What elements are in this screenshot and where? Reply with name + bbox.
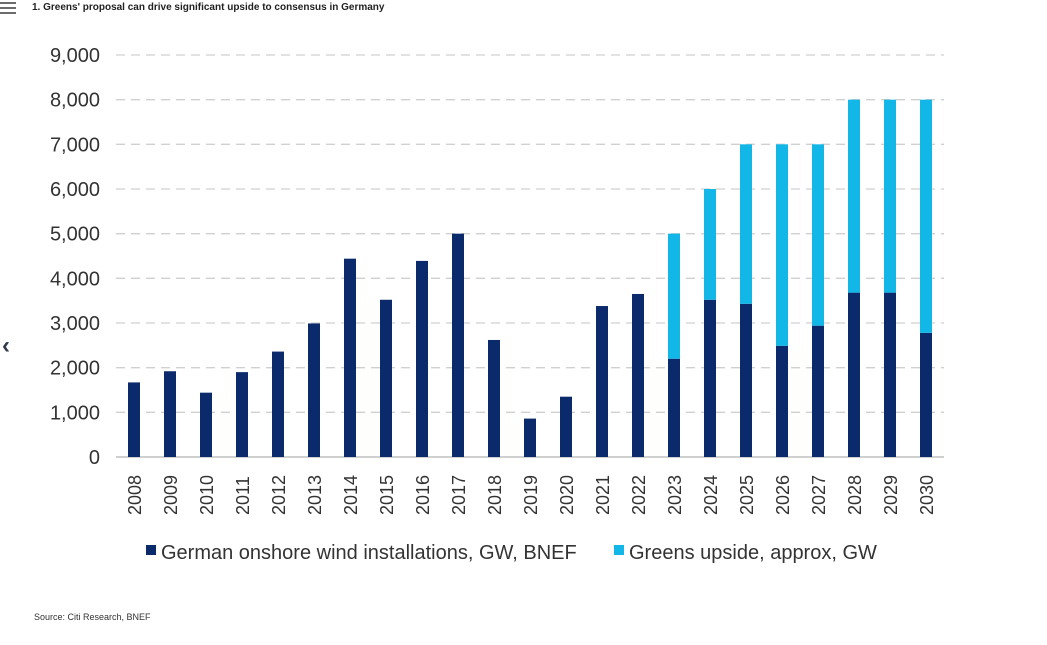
- x-tick-label: 2010: [197, 475, 217, 515]
- chevron-left-icon[interactable]: ‹: [2, 332, 10, 359]
- y-tick-label: 0: [89, 447, 100, 469]
- bar-installations: [128, 382, 140, 457]
- bar-installations: [380, 299, 392, 457]
- y-tick-label: 6,000: [50, 179, 100, 201]
- x-tick-label: 2029: [881, 475, 901, 515]
- bar-installations: [920, 332, 932, 457]
- x-tick-label: 2015: [377, 475, 397, 515]
- bar-installations: [668, 358, 680, 457]
- x-tick-label: 2030: [917, 475, 937, 515]
- x-axis-ticks: 2008 2009 2010 2011 2012 2013 2014 2015 2016 2017…: [125, 475, 937, 515]
- x-tick-label: 2028: [845, 475, 865, 515]
- x-tick-label: 2027: [809, 475, 829, 515]
- x-tick-label: 2019: [521, 475, 541, 515]
- y-tick-label: 5,000: [50, 224, 100, 246]
- legend-label: Greens upside, approx, GW: [629, 542, 877, 564]
- bar-installations: [416, 260, 428, 457]
- legend-swatch: [614, 545, 624, 555]
- legend-label: German onshore wind installations, GW, B…: [161, 542, 577, 564]
- bar-chart: 0 1,000 2,000 3,000 4,000 5,000 6,000 7,000 8,00…: [50, 45, 944, 564]
- legend-swatch: [146, 545, 156, 555]
- x-tick-label: 2024: [701, 475, 721, 515]
- bar-installations: [596, 306, 608, 457]
- bar-installations: [740, 303, 752, 457]
- x-tick-label: 2012: [269, 475, 289, 515]
- bar-installations: [524, 418, 536, 457]
- bar-greens-upside: [776, 144, 788, 346]
- bar-greens-upside: [704, 189, 716, 300]
- x-tick-label: 2022: [629, 475, 649, 515]
- y-tick-label: 8,000: [50, 90, 100, 112]
- y-tick-label: 2,000: [50, 358, 100, 380]
- bar-installations: [272, 351, 284, 457]
- bar-installations: [236, 372, 248, 457]
- y-axis-ticks: 0 1,000 2,000 3,000 4,000 5,000 6,000 7,000 8,00…: [50, 45, 100, 469]
- x-tick-label: 2026: [773, 475, 793, 515]
- x-tick-label: 2025: [737, 475, 757, 515]
- bar-installations: [704, 299, 716, 457]
- x-tick-label: 2016: [413, 475, 433, 515]
- y-tick-label: 3,000: [50, 313, 100, 335]
- source-note: Source: Citi Research, BNEF: [34, 612, 151, 622]
- x-tick-label: 2021: [593, 475, 613, 515]
- bar-installations: [560, 396, 572, 457]
- bar-greens-upside: [920, 99, 932, 333]
- bar-installations: [452, 233, 464, 457]
- x-tick-label: 2017: [449, 475, 469, 515]
- bar-greens-upside: [812, 144, 824, 326]
- bar-installations: [164, 371, 176, 457]
- bar-installations: [308, 323, 320, 457]
- y-tick-label: 1,000: [50, 402, 100, 424]
- chart-title: 1. Greens' proposal can drive significan…: [32, 2, 385, 13]
- y-tick-label: 4,000: [50, 268, 100, 290]
- hamburger-menu-icon[interactable]: [0, 2, 16, 14]
- bar-installations: [200, 392, 212, 457]
- bar-installations: [848, 292, 860, 457]
- bar-installations: [776, 345, 788, 457]
- bar-installations: [488, 339, 500, 457]
- y-tick-label: 7,000: [50, 134, 100, 156]
- bars: [128, 99, 932, 457]
- bar-installations: [884, 292, 896, 457]
- x-tick-label: 2013: [305, 475, 325, 515]
- x-tick-label: 2014: [341, 475, 361, 515]
- bar-installations: [632, 293, 644, 457]
- x-tick-label: 2009: [161, 475, 181, 515]
- x-tick-label: 2020: [557, 475, 577, 515]
- x-tick-label: 2008: [125, 475, 145, 515]
- bar-installations: [344, 258, 356, 457]
- legend: German onshore wind installations, GW, B…: [146, 542, 877, 564]
- x-tick-label: 2011: [233, 476, 253, 515]
- y-tick-label: 9,000: [50, 45, 100, 67]
- bar-greens-upside: [884, 99, 896, 293]
- bar-greens-upside: [848, 99, 860, 293]
- x-tick-label: 2023: [665, 475, 685, 515]
- x-tick-label: 2018: [485, 475, 505, 515]
- bar-installations: [812, 325, 824, 457]
- bar-greens-upside: [668, 233, 680, 359]
- bar-greens-upside: [740, 144, 752, 304]
